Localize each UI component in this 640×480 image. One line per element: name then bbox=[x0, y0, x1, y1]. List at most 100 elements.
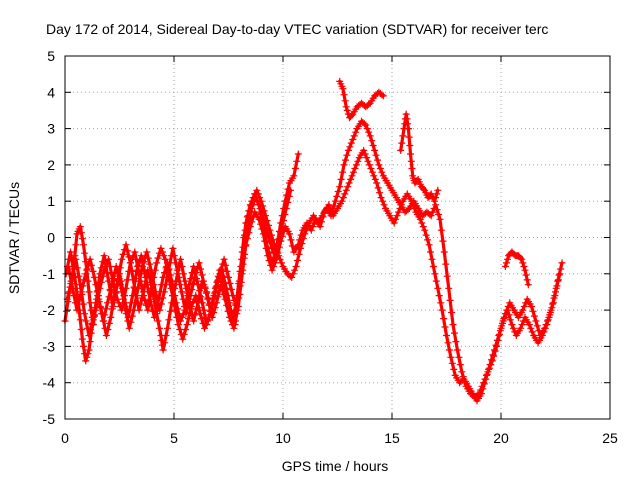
x-tick-label: 25 bbox=[602, 430, 618, 446]
data-point bbox=[402, 110, 410, 118]
data-point bbox=[205, 301, 213, 309]
data-point bbox=[146, 295, 154, 303]
data-point bbox=[243, 230, 251, 238]
data-point bbox=[132, 255, 140, 263]
data-point bbox=[76, 294, 84, 302]
data-point bbox=[82, 357, 90, 365]
data-point bbox=[99, 317, 107, 325]
data-point bbox=[533, 322, 541, 330]
data-point bbox=[398, 139, 406, 147]
data-point bbox=[529, 307, 537, 315]
data-point bbox=[165, 266, 173, 274]
data-point bbox=[107, 313, 115, 321]
data-point bbox=[88, 261, 95, 269]
data-point bbox=[522, 271, 530, 279]
data-point bbox=[275, 235, 283, 243]
data-point bbox=[220, 290, 228, 298]
data-point bbox=[294, 241, 302, 249]
data-point bbox=[366, 161, 373, 169]
y-tick-label: 5 bbox=[47, 48, 55, 64]
data-point bbox=[177, 255, 184, 263]
data-point bbox=[140, 258, 148, 266]
data-point bbox=[160, 252, 168, 260]
data-point bbox=[195, 287, 203, 295]
y-tick-label: 3 bbox=[47, 121, 55, 137]
data-point bbox=[91, 306, 99, 314]
data-point bbox=[80, 342, 87, 350]
data-point bbox=[110, 296, 118, 304]
data-point bbox=[179, 270, 187, 278]
data-point bbox=[438, 306, 446, 314]
data-point bbox=[291, 266, 299, 274]
data-point bbox=[365, 100, 373, 108]
data-point bbox=[165, 316, 173, 324]
data-point bbox=[245, 221, 252, 229]
data-point bbox=[498, 322, 506, 330]
data-point bbox=[278, 259, 285, 267]
data-point bbox=[352, 161, 360, 169]
data-point bbox=[130, 283, 138, 291]
data-point bbox=[174, 305, 182, 313]
data-point bbox=[129, 252, 137, 260]
data-point bbox=[169, 284, 177, 292]
series-track-7 bbox=[501, 248, 532, 289]
y-tick-label: 2 bbox=[47, 157, 55, 173]
data-point bbox=[152, 288, 159, 296]
data-point bbox=[442, 260, 450, 268]
data-point bbox=[144, 254, 152, 262]
data-point bbox=[486, 361, 494, 369]
data-point bbox=[113, 282, 121, 290]
data-point bbox=[124, 276, 131, 284]
data-point bbox=[376, 165, 384, 172]
data-point bbox=[441, 323, 449, 331]
data-point bbox=[178, 313, 186, 321]
data-point bbox=[92, 281, 100, 289]
data-point bbox=[79, 282, 87, 290]
data-point bbox=[229, 321, 236, 329]
y-tick-label: 0 bbox=[47, 230, 55, 246]
data-point bbox=[348, 172, 356, 180]
data-point bbox=[104, 299, 111, 307]
data-point bbox=[397, 146, 405, 154]
data-point bbox=[520, 263, 528, 270]
data-point bbox=[115, 275, 123, 283]
data-point bbox=[333, 192, 341, 200]
data-point bbox=[157, 300, 165, 308]
data-point bbox=[208, 313, 216, 321]
data-point bbox=[552, 288, 559, 296]
data-point bbox=[149, 273, 157, 281]
series-group bbox=[61, 77, 566, 405]
data-point bbox=[347, 175, 355, 183]
data-point bbox=[432, 194, 440, 202]
data-point bbox=[168, 277, 176, 285]
data-point bbox=[540, 328, 548, 336]
data-point bbox=[231, 317, 239, 325]
data-point bbox=[196, 310, 204, 318]
data-point bbox=[270, 263, 278, 270]
data-point bbox=[530, 312, 538, 320]
series-track-3 bbox=[63, 146, 564, 405]
data-point bbox=[361, 150, 369, 158]
data-point bbox=[378, 91, 386, 99]
data-point bbox=[377, 194, 385, 202]
data-point bbox=[433, 190, 441, 198]
series-line bbox=[66, 188, 293, 330]
data-point bbox=[242, 242, 250, 250]
data-point bbox=[350, 168, 357, 176]
data-point bbox=[431, 270, 439, 278]
data-point bbox=[78, 235, 86, 243]
data-point bbox=[360, 120, 368, 128]
data-point bbox=[437, 299, 445, 307]
data-point bbox=[440, 315, 448, 323]
data-point bbox=[131, 248, 139, 256]
data-point bbox=[171, 292, 179, 300]
data-point bbox=[448, 359, 456, 367]
data-point bbox=[445, 346, 453, 354]
series-line bbox=[338, 79, 385, 120]
data-point bbox=[258, 225, 266, 233]
data-point bbox=[288, 242, 296, 250]
data-point bbox=[379, 197, 387, 205]
data-point bbox=[162, 281, 170, 289]
data-point bbox=[420, 185, 428, 193]
